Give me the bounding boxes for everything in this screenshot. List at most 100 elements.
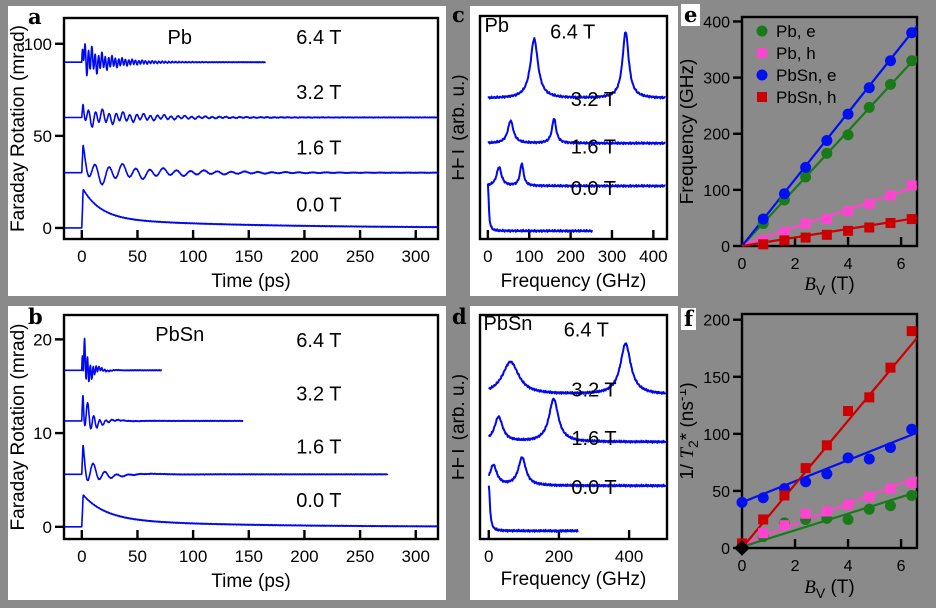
- data-point-PbSne: [906, 27, 918, 39]
- panel-c: c 0 100 200 300 400 Frequency (GHz) FFT (arb. …: [452, 0, 678, 300]
- data-point-Pbe: [884, 500, 896, 512]
- data-point-PbSnh: [800, 463, 811, 474]
- data-point-Pbh: [800, 508, 811, 519]
- x-tick-label: 2: [791, 558, 800, 575]
- y-axis-label: Faraday Rotation (mrad): [8, 324, 29, 531]
- data-point-PbSnh: [821, 440, 832, 451]
- panel-e: e 0 2 4 6 0 100 200 300 400 BV (T) Frequency (GHz)…: [680, 0, 936, 300]
- x-tick-label: 6: [897, 256, 906, 273]
- x-tick-label: 100: [515, 247, 543, 266]
- legend-marker: [756, 69, 768, 81]
- y-tick-label: 100: [703, 427, 730, 444]
- fft-trace-0.0T: [486, 183, 594, 233]
- x-tick-label: 50: [128, 547, 147, 566]
- x-axis-label: Frequency (GHz): [501, 569, 647, 590]
- panel-letter-b: b: [28, 304, 43, 329]
- panel-background: [470, 306, 678, 600]
- data-point-PbSne: [757, 213, 769, 225]
- field-label: 6.4 T: [564, 320, 609, 342]
- plot-frame: [740, 312, 919, 550]
- data-point-PbSnh: [885, 362, 896, 373]
- data-point-PbSne: [821, 468, 833, 480]
- data-point-PbSne: [757, 492, 769, 504]
- data-point-Pbe: [800, 171, 812, 183]
- data-point-Pbe: [884, 78, 896, 90]
- data-point-Pbh: [906, 180, 917, 191]
- x-tick-label: 0: [484, 547, 493, 566]
- data-point-Pbe: [863, 101, 875, 113]
- y-tick-label: 0: [43, 219, 52, 238]
- data-point-PbSne: [821, 134, 833, 146]
- data-point-Pbe: [863, 503, 875, 515]
- panel-background: [470, 6, 678, 296]
- legend-marker: [757, 92, 767, 102]
- data-point-Pbh: [779, 520, 790, 531]
- field-label: 3.2 T: [296, 383, 341, 405]
- panel-f: f 0 2 4 6 0 50 100 150 200 BV (T) 1/ T2* (ns-1): [680, 300, 936, 608]
- y-axis-label: 1/ T2* (ns-1): [680, 382, 701, 479]
- x-tick-label: 300: [402, 247, 430, 266]
- x-axis-label: Time (ps): [211, 271, 291, 292]
- data-point-Pbh: [758, 528, 769, 539]
- data-point-Pbh: [843, 499, 854, 510]
- x-tick-label: 200: [290, 547, 318, 566]
- fft-trace-6.4T: [488, 342, 667, 395]
- data-point-Pbh: [885, 190, 896, 201]
- y-tick-label: 0: [721, 541, 730, 558]
- data-point-PbSnh: [843, 406, 854, 417]
- trace-0.0T: [63, 188, 439, 229]
- field-label: 1.6 T: [571, 428, 616, 450]
- data-point-PbSnh: [864, 392, 875, 403]
- data-point-PbSne: [778, 188, 790, 200]
- data-point-Pbh: [821, 506, 832, 517]
- y-tick-label: 150: [703, 370, 730, 387]
- panel-f-plot: 0 2 4 6 0 50 100 150 200 BV (T) 1/ T2* (ns-1): [680, 312, 919, 601]
- x-tick-label: 200: [556, 247, 584, 266]
- y-tick-label: 400: [703, 14, 730, 31]
- data-point-Pbe: [821, 147, 833, 159]
- legend-marker: [757, 48, 767, 58]
- y-axis-label: Frequency (GHz): [680, 59, 698, 205]
- data-point-PbSne: [884, 55, 896, 67]
- legend-marker: [756, 25, 768, 37]
- field-label: 0.0 T: [571, 178, 616, 200]
- y-axis-label: FFT (arb. u.): [452, 374, 469, 480]
- fft-trace-3.2T: [487, 397, 667, 444]
- data-point-Pbh: [864, 491, 875, 502]
- data-point-PbSnh: [821, 229, 832, 240]
- field-label: 1.6 T: [296, 437, 341, 459]
- x-tick-label: 400: [615, 547, 643, 566]
- x-tick-label: 100: [179, 247, 207, 266]
- panel-letter-a: a: [28, 4, 42, 29]
- x-tick-label: 150: [235, 247, 263, 266]
- panel-d-plot: 0 200 400 Frequency (GHz) FFT (arb. u.) PbSn 0…: [452, 306, 678, 600]
- data-point-PbSnh: [906, 214, 917, 225]
- panel-e-plot: 0 2 4 6 0 100 200 300 400 BV (T) Frequency (GHz) Pb…: [680, 14, 919, 298]
- field-label: 1.6 T: [571, 137, 616, 159]
- field-label: 6.4 T: [550, 21, 595, 43]
- sample-label: Pb: [485, 15, 509, 37]
- x-tick-label: 200: [545, 547, 573, 566]
- x-tick-label: 300: [402, 547, 430, 566]
- data-point-Pbe: [906, 489, 918, 501]
- data-point-Pbh: [779, 226, 790, 237]
- y-tick-label: 300: [703, 71, 730, 88]
- fft-trace-0.0T: [487, 485, 579, 533]
- field-label: 0.0 T: [296, 490, 341, 512]
- fft-trace-3.2T: [487, 118, 666, 146]
- plot-frame: [740, 15, 919, 248]
- x-tick-label: 200: [290, 247, 318, 266]
- data-point-PbSnh: [779, 490, 790, 501]
- x-axis-label: Time (ps): [211, 571, 291, 592]
- data-point-PbSne: [863, 82, 875, 94]
- fft-trace-1.6T: [487, 456, 667, 488]
- field-label: 0.0 T: [571, 477, 616, 499]
- sample-label: PbSn: [155, 324, 204, 346]
- x-tick-label: 400: [639, 247, 667, 266]
- panel-a: a 0 50 100 150 200 250 300 0 50 100 Time (ps) Farad…: [8, 4, 446, 296]
- field-label: 3.2 T: [571, 379, 616, 401]
- field-label: 3.2 T: [296, 82, 341, 104]
- data-point-Pbh: [821, 214, 832, 225]
- data-point-PbSnh: [800, 232, 811, 243]
